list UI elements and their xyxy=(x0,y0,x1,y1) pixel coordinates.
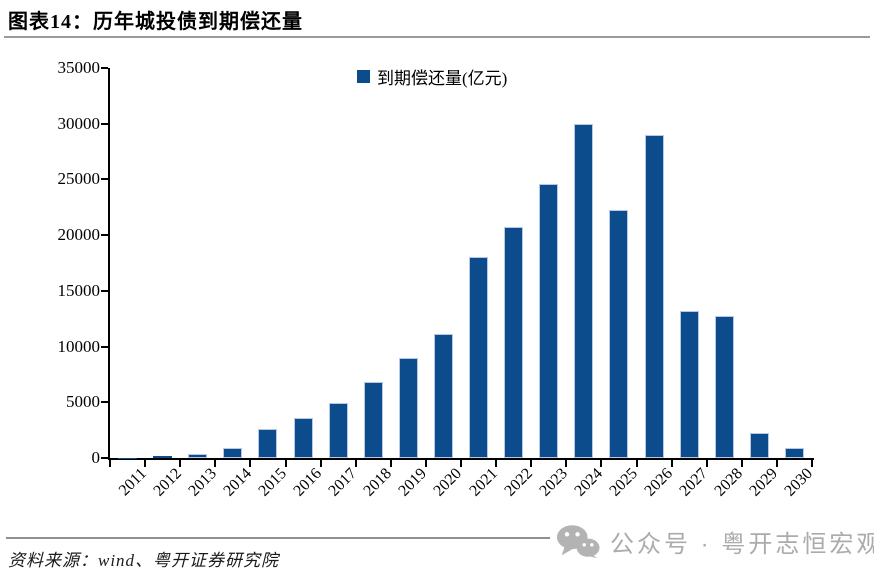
bar-2019 xyxy=(398,357,418,458)
bar-2028 xyxy=(714,316,734,458)
x-axis-tick xyxy=(600,458,603,467)
bar-2018 xyxy=(363,382,383,458)
y-axis-tick xyxy=(101,122,108,125)
x-axis-tick xyxy=(389,458,392,467)
x-axis-tick xyxy=(214,458,217,467)
legend-label: 到期偿还量(亿元) xyxy=(377,69,508,88)
watermark-text: 公众号 · 粤开志恒宏观 xyxy=(610,530,874,558)
x-axis-tick xyxy=(495,458,498,467)
x-axis-tick xyxy=(565,458,568,467)
x-axis-tick xyxy=(144,458,147,467)
bar-2021 xyxy=(469,257,489,458)
x-axis-tick xyxy=(319,458,322,467)
bar-2012 xyxy=(153,456,173,458)
y-tick-label: 25000 xyxy=(57,169,101,189)
bar-2029 xyxy=(749,433,769,458)
y-tick-label: 10000 xyxy=(57,336,101,356)
y-axis-tick xyxy=(101,345,108,348)
bar-2013 xyxy=(188,453,208,458)
y-axis-tick xyxy=(101,234,108,237)
figure-title: 图表14：历年城投债到期偿还量 xyxy=(8,11,303,33)
y-tick-label: 15000 xyxy=(57,280,101,300)
y-axis-tick xyxy=(101,457,108,459)
x-axis-tick xyxy=(284,458,287,467)
bar-2020 xyxy=(433,334,453,458)
y-axis-tick xyxy=(101,289,108,292)
y-axis-line xyxy=(108,68,110,460)
legend-swatch xyxy=(357,70,370,83)
x-axis-tick xyxy=(705,458,708,467)
bar-2026 xyxy=(644,134,664,458)
bar-2030 xyxy=(784,447,804,458)
x-axis-tick xyxy=(424,458,427,467)
x-axis-tick xyxy=(249,458,252,467)
x-axis-tick xyxy=(775,458,778,467)
source-note: 资料来源：wind、粤开证券研究院 xyxy=(8,551,280,570)
x-axis-tick xyxy=(670,458,673,467)
bar-2014 xyxy=(223,447,243,458)
y-tick-label: 5000 xyxy=(66,392,100,412)
watermark: 公众号 · 粤开志恒宏观 xyxy=(550,521,874,561)
bar-2025 xyxy=(609,209,629,458)
y-tick-label: 0 xyxy=(91,448,101,467)
x-axis-tick xyxy=(740,458,743,467)
footer-divider xyxy=(6,537,868,539)
y-tick-label: 35000 xyxy=(57,58,101,77)
bar-2022 xyxy=(504,227,524,458)
x-axis-tick xyxy=(635,458,638,467)
x-axis-tick xyxy=(811,458,813,467)
y-tick-label: 30000 xyxy=(57,113,101,133)
y-axis-tick xyxy=(101,401,108,404)
title-divider xyxy=(4,36,870,38)
bar-2027 xyxy=(679,310,699,458)
y-axis-tick xyxy=(101,178,108,181)
x-axis-tick xyxy=(460,458,462,467)
x-axis-tick xyxy=(179,458,182,467)
wechat-icon xyxy=(556,525,600,559)
chart-legend: 到期偿还量(亿元) xyxy=(357,64,507,89)
y-tick-label: 20000 xyxy=(57,225,101,245)
x-axis-tick xyxy=(109,458,111,467)
y-axis-tick xyxy=(101,67,108,69)
bar-2017 xyxy=(328,403,348,458)
bar-2015 xyxy=(258,429,278,458)
bar-2024 xyxy=(574,123,594,458)
bar-2023 xyxy=(539,183,559,458)
bar-2016 xyxy=(293,417,313,458)
x-axis-tick xyxy=(530,458,533,467)
x-axis-tick xyxy=(354,458,357,467)
